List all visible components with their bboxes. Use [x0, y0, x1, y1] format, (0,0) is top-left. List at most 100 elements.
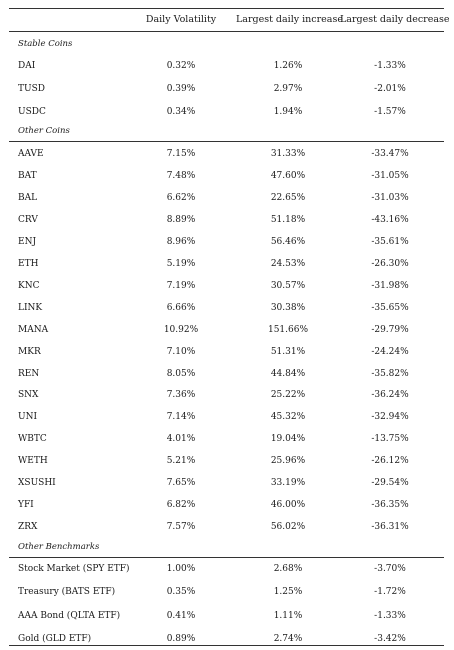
- column-header: Largest daily decrease: [340, 14, 450, 25]
- section-title: Stable Coins: [18, 39, 73, 49]
- volatility-cell: 1.00%: [166, 564, 196, 574]
- decrease-cell: -35.82%: [371, 368, 409, 379]
- decrease-cell: -31.03%: [371, 192, 409, 203]
- decrease-cell: -29.79%: [371, 324, 409, 335]
- table-row: ZRX 7.57% 56.02% -36.31%: [9, 522, 444, 536]
- increase-cell: 1.11%: [273, 610, 303, 621]
- increase-cell: 19.04%: [270, 434, 306, 445]
- decrease-cell: -36.31%: [371, 522, 409, 533]
- volatility-cell: 6.66%: [166, 302, 196, 313]
- asset-name-cell: KNC: [18, 280, 40, 291]
- table-row: Stock Market (SPY ETF) 1.00% 2.68% -3.70%: [9, 564, 444, 578]
- table-row: ETH 5.19% 24.53% -26.30%: [9, 259, 444, 273]
- increase-cell: 46.00%: [270, 500, 306, 511]
- increase-cell: 1.26%: [273, 61, 303, 71]
- volatility-cell: 5.21%: [166, 456, 196, 467]
- section-title: Other Coins: [18, 126, 70, 136]
- volatility-cell: 6.62%: [166, 192, 196, 203]
- increase-cell: 24.53%: [270, 258, 306, 269]
- asset-name-cell: BAL: [18, 192, 38, 203]
- column-header: Daily Volatility: [145, 14, 217, 25]
- increase-cell: 1.94%: [273, 107, 303, 117]
- table-row: ENJ 8.96% 56.46% -35.61%: [9, 237, 444, 251]
- decrease-cell: -35.65%: [371, 302, 409, 313]
- asset-name-cell: XSUSHI: [18, 478, 56, 489]
- increase-cell: 51.31%: [270, 346, 306, 357]
- decrease-cell: -31.05%: [371, 170, 409, 181]
- increase-cell: 56.46%: [270, 236, 306, 247]
- volatility-cell: 0.39%: [166, 84, 196, 94]
- volatility-cell: 7.65%: [166, 478, 196, 489]
- table-row: CRV 8.89% 51.18% -43.16%: [9, 215, 444, 229]
- decrease-cell: -31.98%: [371, 280, 409, 291]
- table-row: REN 8.05% 44.84% -35.82%: [9, 369, 444, 383]
- asset-name-cell: AAVE: [18, 149, 44, 159]
- asset-name-cell: ETH: [18, 258, 39, 269]
- volatility-cell: 10.92%: [163, 324, 199, 335]
- asset-name-cell: LINK: [18, 302, 43, 313]
- increase-cell: 56.02%: [270, 522, 306, 533]
- decrease-cell: -1.72%: [374, 587, 406, 598]
- asset-name-cell: UNI: [18, 412, 38, 423]
- table-row: Treasury (BATS ETF) 0.35% 1.25% -1.72%: [9, 587, 444, 601]
- asset-name-cell: SNX: [18, 390, 39, 401]
- decrease-cell: -3.70%: [374, 564, 406, 574]
- decrease-cell: -26.12%: [371, 456, 409, 467]
- table-row: XSUSHI 7.65% 33.19% -29.54%: [9, 478, 444, 492]
- table-row: TUSD 0.39% 2.97% -2.01%: [9, 84, 444, 98]
- asset-name-cell: WETH: [18, 456, 48, 467]
- header-rule: [9, 31, 444, 32]
- increase-cell: 22.65%: [270, 192, 306, 203]
- table-row: MANA 10.92% 151.66% -29.79%: [9, 325, 444, 339]
- decrease-cell: -26.30%: [371, 258, 409, 269]
- decrease-cell: -32.94%: [371, 412, 409, 423]
- asset-name-cell: ZRX: [18, 522, 38, 533]
- increase-cell: 30.57%: [270, 280, 306, 291]
- volatility-cell: 5.19%: [166, 258, 196, 269]
- table-row: UNI 7.14% 45.32% -32.94%: [9, 412, 444, 426]
- volatility-cell: 8.96%: [166, 236, 196, 247]
- table-row: AAVE 7.15% 31.33% -33.47%: [9, 149, 444, 163]
- asset-name-cell: CRV: [18, 214, 38, 225]
- table-row: Gold (GLD ETF) 0.89% 2.74% -3.42%: [9, 634, 444, 648]
- increase-cell: 2.74%: [273, 633, 303, 644]
- asset-name-cell: YFI: [18, 500, 34, 511]
- volatility-cell: 0.34%: [166, 107, 196, 117]
- increase-cell: 25.96%: [270, 456, 306, 467]
- table-row: LINK 6.66% 30.38% -35.65%: [9, 303, 444, 317]
- decrease-cell: -13.75%: [371, 434, 409, 445]
- volatility-cell: 7.57%: [166, 522, 196, 533]
- asset-name-cell: ENJ: [18, 236, 37, 247]
- volatility-cell: 8.05%: [166, 368, 196, 379]
- volatility-cell: 0.41%: [166, 610, 196, 621]
- increase-cell: 33.19%: [270, 478, 306, 489]
- increase-cell: 30.38%: [270, 302, 306, 313]
- volatility-cell: 8.89%: [166, 214, 196, 225]
- table-row: BAT 7.48% 47.60% -31.05%: [9, 171, 444, 185]
- increase-cell: 2.68%: [273, 564, 303, 574]
- decrease-cell: -24.24%: [371, 346, 409, 357]
- volatility-cell: 6.82%: [166, 500, 196, 511]
- table-row: USDC 0.34% 1.94% -1.57%: [9, 107, 444, 121]
- asset-name-cell: TUSD: [18, 84, 45, 94]
- decrease-cell: -1.33%: [374, 610, 406, 621]
- increase-cell: 151.66%: [267, 324, 309, 335]
- decrease-cell: -36.24%: [371, 390, 409, 401]
- asset-name-cell: USDC: [18, 107, 46, 117]
- increase-cell: 31.33%: [270, 149, 306, 159]
- table-row: MKR 7.10% 51.31% -24.24%: [9, 347, 444, 361]
- asset-name-cell: AAA Bond (QLTA ETF): [18, 610, 121, 621]
- table-row: WBTC 4.01% 19.04% -13.75%: [9, 434, 444, 448]
- volatility-cell: 7.15%: [166, 149, 196, 159]
- increase-cell: 25.22%: [270, 390, 306, 401]
- asset-name-cell: MANA: [18, 324, 49, 335]
- asset-name-cell: Gold (GLD ETF): [18, 633, 92, 644]
- table-row: BAL 6.62% 22.65% -31.03%: [9, 193, 444, 207]
- section-rule: [9, 141, 444, 142]
- table-row: YFI 6.82% 46.00% -36.35%: [9, 500, 444, 514]
- volatility-cell: 7.14%: [166, 412, 196, 423]
- volatility-cell: 4.01%: [166, 434, 196, 445]
- volatility-cell: 7.48%: [166, 170, 196, 181]
- asset-name-cell: MKR: [18, 346, 41, 357]
- decrease-cell: -35.61%: [371, 236, 409, 247]
